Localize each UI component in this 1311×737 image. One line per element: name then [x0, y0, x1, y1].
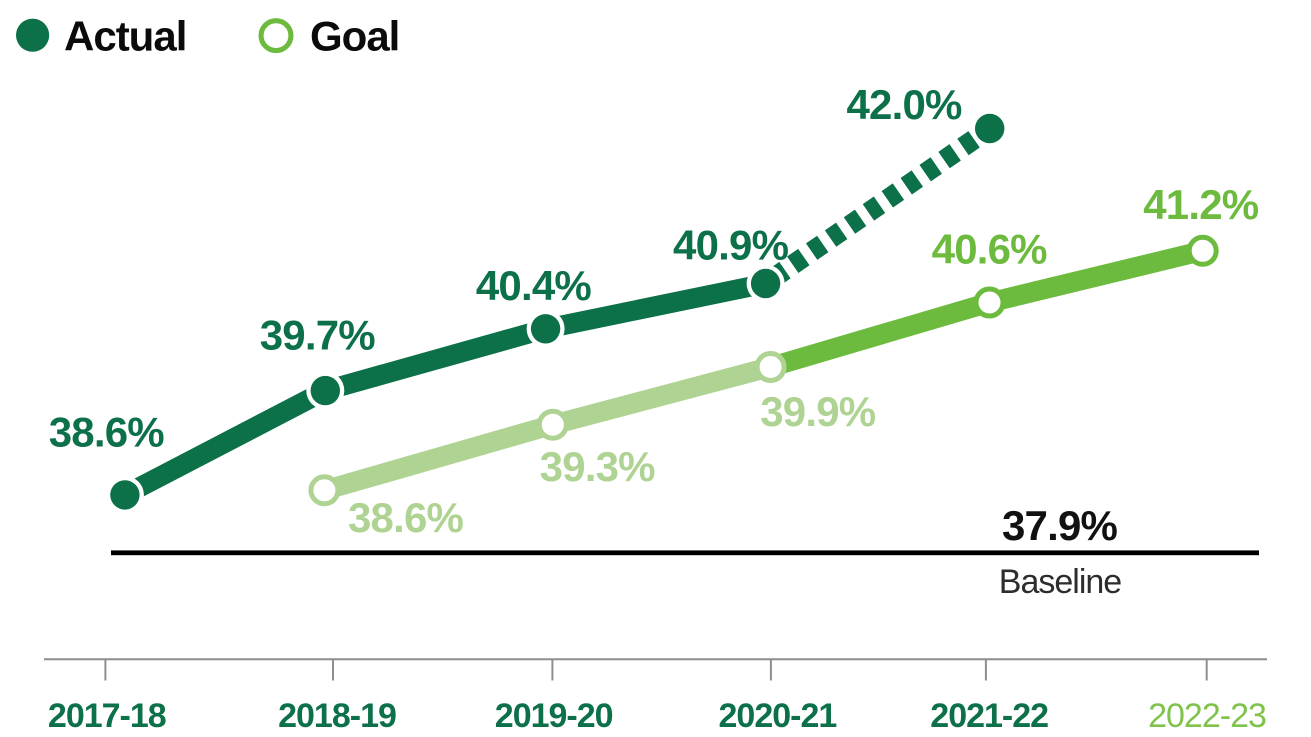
svg-text:2018-19: 2018-19	[278, 697, 396, 735]
svg-text:40.4%: 40.4%	[476, 262, 592, 309]
svg-text:2019-20: 2019-20	[495, 697, 613, 735]
svg-text:Goal: Goal	[310, 13, 399, 60]
svg-text:40.9%: 40.9%	[673, 222, 789, 269]
svg-text:2022-23: 2022-23	[1148, 697, 1266, 735]
svg-text:38.6%: 38.6%	[348, 494, 464, 541]
svg-text:42.0%: 42.0%	[846, 81, 962, 128]
svg-text:2021-22: 2021-22	[930, 697, 1048, 735]
svg-text:38.6%: 38.6%	[49, 409, 165, 456]
svg-text:39.9%: 39.9%	[760, 388, 876, 435]
svg-text:2017-18: 2017-18	[48, 697, 166, 735]
svg-text:37.9%: 37.9%	[1002, 502, 1118, 549]
svg-text:Baseline: Baseline	[999, 563, 1122, 601]
svg-text:39.7%: 39.7%	[260, 311, 376, 358]
svg-text:2020-21: 2020-21	[719, 697, 837, 735]
svg-text:41.2%: 41.2%	[1143, 181, 1259, 228]
svg-text:Actual: Actual	[64, 13, 186, 60]
svg-text:39.3%: 39.3%	[540, 443, 656, 490]
svg-text:40.6%: 40.6%	[932, 226, 1048, 273]
